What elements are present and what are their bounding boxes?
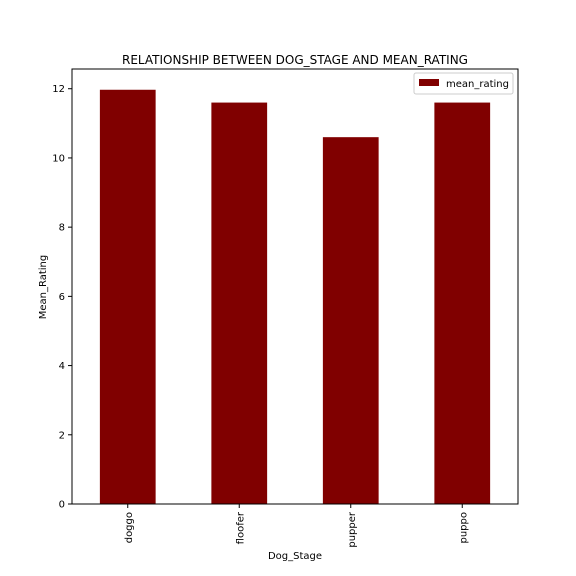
y-tick-label: 8 bbox=[59, 223, 65, 234]
x-tick-label: pupper bbox=[347, 511, 358, 548]
x-tick-label: floofer bbox=[235, 511, 246, 544]
bar-floofer bbox=[211, 103, 267, 504]
legend: mean_rating bbox=[414, 73, 513, 94]
y-tick-label: 6 bbox=[59, 292, 65, 303]
y-tick-label: 4 bbox=[59, 361, 65, 372]
y-tick-label: 2 bbox=[59, 430, 65, 441]
chart-title: RELATIONSHIP BETWEEN DOG_STAGE AND MEAN_… bbox=[122, 53, 468, 67]
y-tick-label: 0 bbox=[59, 500, 65, 511]
x-tick-label: puppo bbox=[458, 512, 469, 544]
y-tick-label: 12 bbox=[52, 84, 65, 95]
x-axis-label: Dog_Stage bbox=[268, 551, 322, 562]
x-tick-label: doggo bbox=[124, 512, 135, 543]
y-axis-label: Mean_Rating bbox=[38, 255, 49, 320]
legend-label: mean_rating bbox=[446, 79, 509, 90]
legend-swatch bbox=[419, 79, 439, 86]
y-tick-label: 10 bbox=[52, 153, 65, 164]
bar-doggo bbox=[100, 90, 156, 504]
bar-puppo bbox=[434, 103, 490, 504]
bar-pupper bbox=[323, 137, 379, 504]
